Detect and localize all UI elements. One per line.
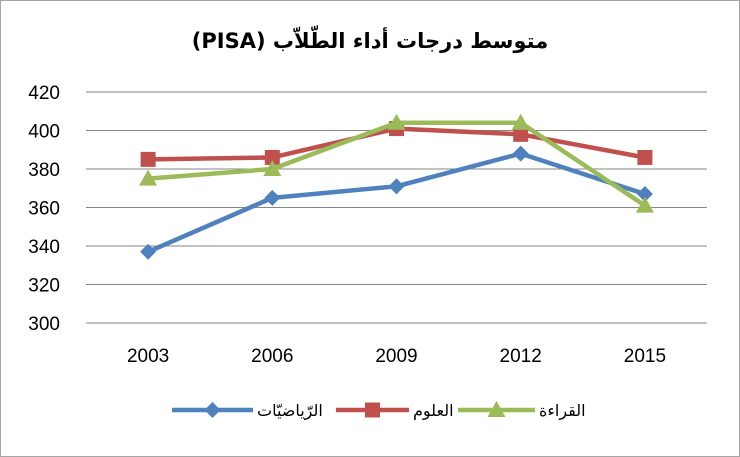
legend-label: القراءة — [539, 401, 586, 421]
y-tick-label: 380 — [28, 160, 60, 181]
data-point-marker — [264, 189, 281, 206]
series-group — [139, 113, 654, 260]
legend-item: العلوم — [336, 401, 454, 421]
data-point-marker — [387, 113, 406, 130]
legend: الرّياضيّات العلوم القراءة — [172, 401, 586, 421]
x-tick-label: 2003 — [127, 346, 169, 367]
data-point-marker — [635, 196, 654, 213]
y-tick-label: 360 — [28, 199, 60, 220]
y-tick-label: 320 — [28, 276, 60, 297]
data-point-marker — [388, 178, 405, 195]
data-point-marker — [263, 160, 282, 176]
legend-item: الرّياضيّات — [172, 401, 323, 421]
legend-item: القراءة — [458, 401, 586, 421]
legend-marker — [204, 402, 221, 418]
y-tick-label: 400 — [28, 122, 60, 143]
legend-label: العلوم — [413, 401, 454, 421]
legend-label: الرّياضيّات — [257, 401, 323, 421]
y-tick-label: 420 — [28, 83, 60, 104]
legend-marker — [487, 401, 506, 417]
y-tick-label: 300 — [28, 314, 60, 335]
y-axis-ticks: 300 320 340 360 380 400 420 — [28, 83, 60, 335]
y-tick-label: 340 — [28, 237, 60, 258]
data-point-marker — [264, 149, 280, 165]
data-point-marker — [513, 126, 529, 142]
data-point-marker — [140, 151, 156, 167]
x-axis-ticks: 2003 2006 2009 2012 2015 — [127, 346, 666, 367]
chart-title: متوسط درجات أداء الطّلاّب (PISA) — [192, 24, 548, 53]
x-tick-label: 2009 — [375, 346, 417, 367]
data-point-marker — [139, 169, 158, 186]
legend-marker — [365, 402, 380, 418]
data-point-marker — [511, 113, 530, 130]
data-point-marker — [512, 145, 529, 162]
series-3 — [139, 113, 654, 213]
series-1 — [140, 145, 653, 260]
x-tick-label: 2006 — [251, 346, 293, 367]
data-point-marker — [636, 186, 653, 203]
x-tick-label: 2015 — [624, 346, 666, 367]
x-tick-label: 2012 — [500, 346, 542, 367]
data-point-marker — [637, 149, 653, 165]
series-line — [145, 151, 648, 255]
data-point-marker — [140, 243, 157, 260]
